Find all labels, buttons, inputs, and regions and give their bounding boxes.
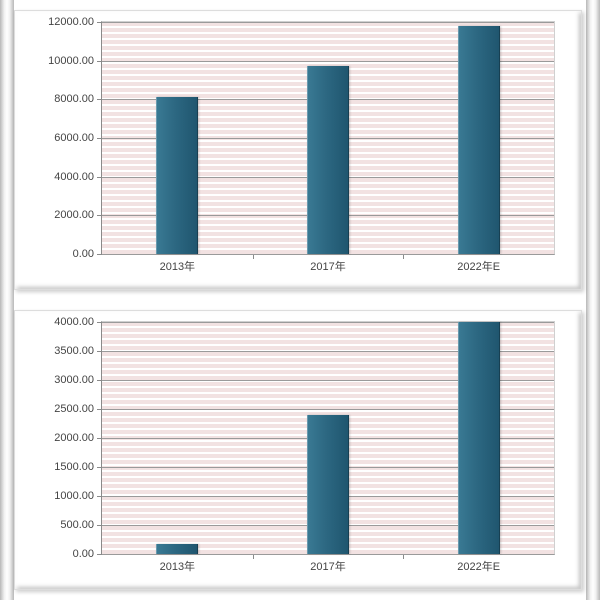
y-tick-label: 500.00 <box>60 519 102 531</box>
x-tick-label: 2013年 <box>160 254 195 274</box>
bottom-chart: 0.00 500.00 1000.00 1500.00 2000.00 2500.00 30… <box>37 319 559 581</box>
y-tick-label: 0.00 <box>73 248 102 260</box>
y-tick-label: 12000.00 <box>48 16 102 28</box>
y-tick-label: 2000.00 <box>54 209 102 221</box>
bar <box>458 26 500 254</box>
y-tick-label: 3000.00 <box>54 374 102 386</box>
y-tick-label: 1500.00 <box>54 461 102 473</box>
bar <box>307 66 349 254</box>
bottom-chart-frame: 0.00 500.00 1000.00 1500.00 2000.00 2500.00 30… <box>14 310 582 590</box>
top-chart: 0.00 2000.00 4000.00 6000.00 8000.00 10000.00… <box>37 19 559 281</box>
x-tick-label: 2013年 <box>160 554 195 574</box>
gridline <box>102 22 554 23</box>
top-chart-frame: 0.00 2000.00 4000.00 6000.00 8000.00 10000.00… <box>14 10 582 290</box>
top-plot-area: 0.002000.004000.006000.008000.0010000.00… <box>101 21 555 255</box>
y-tick-label: 2000.00 <box>54 432 102 444</box>
y-tick-label: 4000.00 <box>54 171 102 183</box>
y-tick-label: 4000.00 <box>54 316 102 328</box>
top-chart-panel: 0.00 2000.00 4000.00 6000.00 8000.00 10000.00… <box>0 0 600 300</box>
gridline <box>102 254 554 255</box>
y-tick-label: 3500.00 <box>54 345 102 357</box>
bar <box>156 544 198 554</box>
x-tick-label: 2017年 <box>310 254 345 274</box>
y-tick-label: 2500.00 <box>54 403 102 415</box>
gridline <box>102 554 554 555</box>
bar <box>307 415 349 554</box>
y-tick-label: 1000.00 <box>54 490 102 502</box>
page: 0.00 2000.00 4000.00 6000.00 8000.00 10000.00… <box>0 0 600 600</box>
x-tick-label: 2022年E <box>457 554 500 574</box>
bar <box>458 322 500 554</box>
y-tick-label: 8000.00 <box>54 93 102 105</box>
y-tick-label: 0.00 <box>73 548 102 560</box>
y-tick-label: 10000.00 <box>48 55 102 67</box>
x-tick-label: 2017年 <box>310 554 345 574</box>
bottom-plot-area: 0.00500.001000.001500.002000.002500.0030… <box>101 321 555 555</box>
x-tick-label: 2022年E <box>457 254 500 274</box>
y-tick-label: 6000.00 <box>54 132 102 144</box>
bar <box>156 97 198 254</box>
bottom-chart-panel: 0.00 500.00 1000.00 1500.00 2000.00 2500.00 30… <box>0 300 600 600</box>
